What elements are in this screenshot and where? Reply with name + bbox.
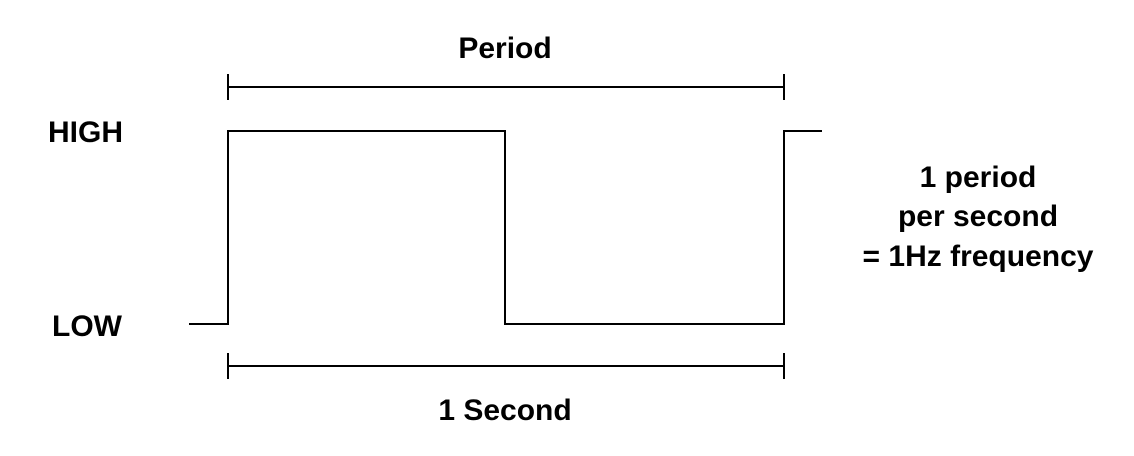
square-wave-signal: [189, 130, 822, 325]
period-label: Period: [458, 32, 552, 65]
low-level-label: LOW: [52, 310, 122, 343]
frequency-note-line-1: 1 period: [919, 161, 1037, 194]
high-level-label: HIGH: [48, 116, 123, 149]
one-second-label: 1 Second: [438, 394, 572, 427]
frequency-note-line-2: per second: [897, 200, 1059, 233]
frequency-note-line-3: = 1Hz frequency: [862, 240, 1094, 273]
